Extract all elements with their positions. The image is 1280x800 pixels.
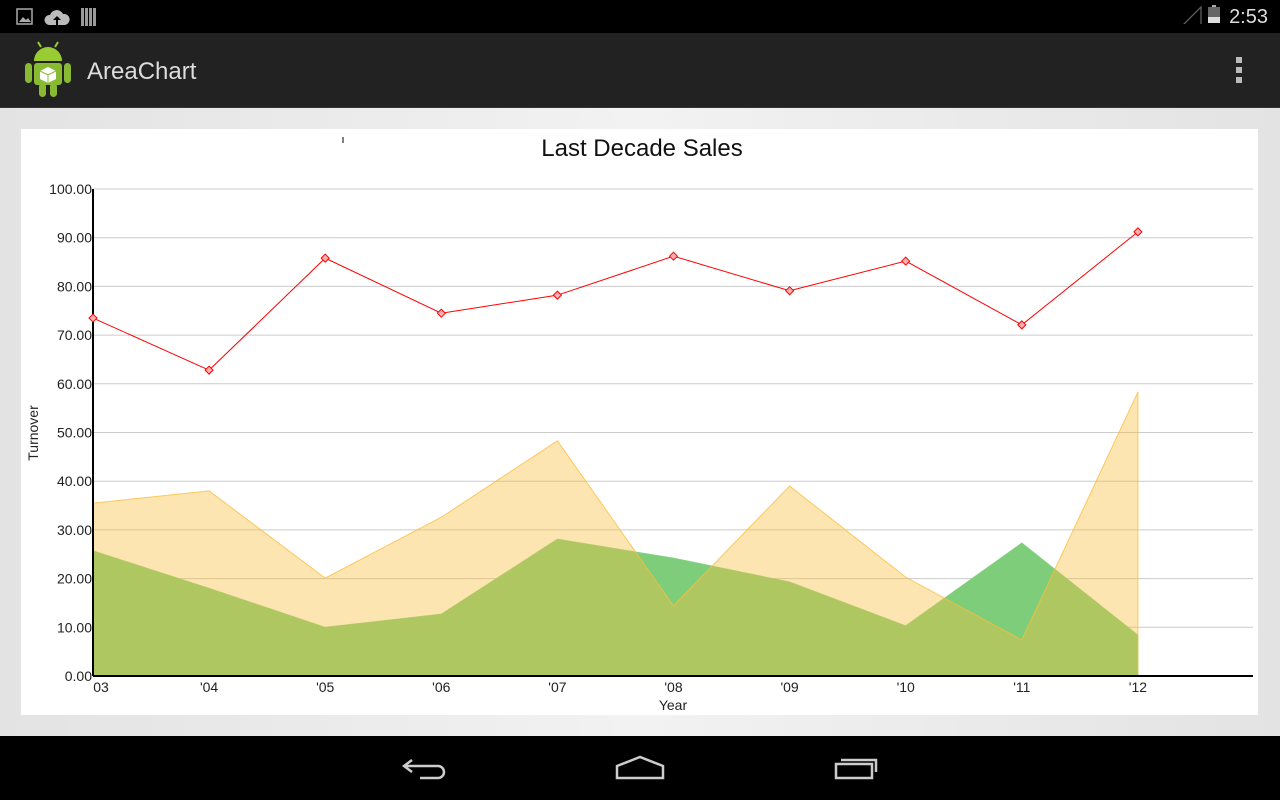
x-tick-label: '06 — [432, 679, 450, 695]
area-series-2 — [92, 391, 1139, 677]
x-axis-label: Year — [659, 697, 688, 713]
y-tick-label: 80.00 — [57, 278, 92, 294]
data-point-marker — [1017, 320, 1027, 330]
recent-apps-icon[interactable] — [832, 752, 884, 782]
status-bar: 2:53 — [0, 0, 1280, 33]
data-point-marker — [436, 308, 447, 318]
android-icon[interactable] — [24, 41, 72, 99]
signal-icon — [1183, 6, 1202, 24]
overflow-menu-icon[interactable] — [1236, 57, 1244, 87]
y-tick-label: 20.00 — [57, 571, 92, 587]
x-tick-label: '09 — [780, 679, 798, 695]
data-point-marker — [900, 256, 911, 266]
cloud-upload-icon — [44, 10, 70, 25]
y-tick-label: 50.00 — [57, 425, 92, 441]
y-axis-label: Turnover — [25, 405, 41, 461]
data-point-marker — [204, 365, 214, 375]
barcode-icon — [81, 8, 96, 26]
action-bar: AreaChart — [0, 33, 1280, 108]
y-tick-label: 40.00 — [57, 473, 92, 489]
x-tick-label: '07 — [548, 679, 566, 695]
home-icon[interactable] — [614, 752, 666, 782]
chart-card: Last Decade Sales 0.00 10.00 20.00 30.00 40.… — [21, 129, 1258, 715]
image-icon — [16, 8, 33, 25]
back-icon[interactable] — [400, 752, 450, 782]
x-tick-label: '04 — [200, 679, 218, 695]
y-tick-label: 90.00 — [57, 230, 92, 246]
area-chart: Last Decade Sales 0.00 10.00 20.00 30.00 40.… — [25, 135, 1253, 713]
x-tick-label: 03 — [93, 679, 109, 695]
y-tick-label: 0.00 — [65, 668, 92, 684]
y-tick-label: 60.00 — [57, 376, 92, 392]
x-tick-label: '11 — [1013, 679, 1030, 695]
clock: 2:53 — [1229, 6, 1268, 28]
y-tick-label: 10.00 — [57, 619, 92, 635]
data-point-marker — [88, 313, 98, 323]
y-tick-label: 100.00 — [49, 181, 92, 197]
app-title: AreaChart — [87, 58, 197, 85]
x-tick-label: '08 — [664, 679, 682, 695]
x-tick-label: '05 — [316, 679, 334, 695]
navigation-bar — [0, 736, 1280, 800]
x-tick-label: '10 — [897, 679, 915, 695]
data-point-marker — [552, 290, 563, 300]
x-tick-label: '12 — [1129, 679, 1147, 695]
data-point-marker — [668, 251, 679, 261]
data-point-marker — [320, 253, 330, 263]
chart-title: Last Decade Sales — [541, 135, 742, 162]
content-area: Last Decade Sales 0.00 10.00 20.00 30.00 40.… — [0, 108, 1280, 736]
y-tick-label: 70.00 — [57, 327, 92, 343]
data-point-marker — [784, 286, 795, 296]
data-point-marker — [1133, 227, 1143, 237]
line-series — [92, 231, 1139, 371]
y-tick-label: 30.00 — [57, 522, 92, 538]
battery-icon — [1208, 5, 1220, 23]
